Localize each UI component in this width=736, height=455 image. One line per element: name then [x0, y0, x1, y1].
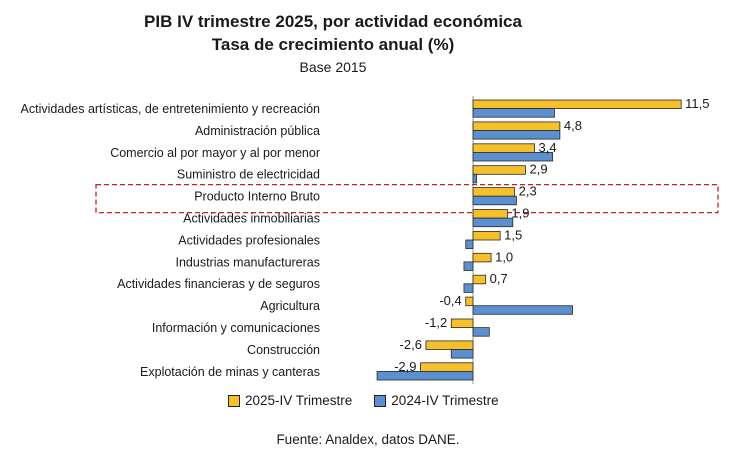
category-label: Agricultura — [260, 299, 320, 313]
category-label: Industrias manufactureras — [175, 255, 320, 269]
bar-2024 — [472, 108, 555, 118]
bar-2024 — [472, 151, 554, 162]
data-label-2025: 1,5 — [504, 227, 522, 242]
data-label-2025: -0,4 — [439, 293, 461, 308]
bar-2024 — [463, 283, 474, 293]
bar-2025 — [472, 187, 516, 197]
legend-swatch-2025 — [228, 394, 240, 407]
data-label-2025: 1,0 — [495, 249, 513, 264]
category-label: Construcción — [247, 343, 320, 357]
data-label-2025: 4,8 — [564, 118, 582, 133]
bar-2025 — [472, 121, 561, 131]
bar-2025 — [420, 362, 474, 372]
category-label: Suministro de electricidad — [177, 168, 320, 182]
legend-label-2025: 2025-IV Trimestre — [245, 393, 353, 408]
bar-2025 — [472, 99, 682, 110]
category-label: Explotación de minas y canteras — [140, 365, 320, 379]
bar-2025 — [472, 143, 535, 153]
data-label-2025: -1,2 — [425, 315, 447, 330]
data-label-2025: 1,9 — [511, 206, 529, 221]
data-label-2025: -2,6 — [400, 337, 422, 352]
data-label-2025: 11,5 — [685, 96, 709, 111]
bar-2025 — [472, 274, 487, 285]
category-label: Producto Interno Bruto — [194, 190, 320, 204]
bar-2025 — [472, 230, 501, 241]
bar-2025 — [472, 209, 508, 219]
legend-item-2024: 2024-IV Trimestre — [374, 393, 499, 408]
bar-2024 — [463, 261, 474, 271]
bar-2024 — [465, 239, 474, 250]
data-label-2025: 0,7 — [490, 271, 508, 286]
bar-2024 — [472, 305, 573, 315]
data-label-2025: 3,4 — [539, 140, 557, 155]
bar-2025 — [450, 318, 474, 329]
category-label: Actividades profesionales — [178, 233, 320, 247]
bar-2025 — [425, 340, 474, 350]
category-label: Actividades financieras y de seguros — [117, 277, 320, 291]
title-block: PIB IV trimestre 2025, por actividad eco… — [0, 10, 666, 77]
legend: 2025-IV Trimestre 2024-IV Trimestre — [228, 393, 521, 408]
legend-label-2024: 2024-IV Trimestre — [391, 393, 499, 408]
chart-base: Base 2015 — [299, 59, 367, 75]
bar-2024 — [472, 217, 514, 228]
bar-2024 — [472, 173, 478, 184]
legend-item-2025: 2025-IV Trimestre — [228, 393, 352, 408]
bar-2025 — [465, 296, 474, 307]
bar-2024 — [376, 370, 474, 381]
bar-2024 — [450, 349, 474, 359]
highlight-box-pib — [95, 183, 719, 214]
bar-2024 — [472, 195, 517, 206]
bar-2024 — [472, 130, 561, 140]
category-label: Comercio al por mayor y al por menor — [110, 146, 320, 160]
data-label-2025: 2,3 — [519, 184, 537, 199]
bar-2025 — [472, 252, 492, 263]
category-label: Actividades inmobiliarias — [183, 212, 320, 226]
source-note: Fuente: Analdex, datos DANE. — [276, 432, 460, 447]
bar-2025 — [472, 165, 526, 175]
bar-2024 — [472, 327, 490, 337]
data-label-2025: 2,9 — [529, 162, 547, 177]
chart-title: PIB IV trimestre 2025, por actividad eco… — [144, 12, 522, 31]
category-label: Administración pública — [195, 124, 320, 138]
chart-subtitle: Tasa de crecimiento anual (%) — [211, 35, 455, 54]
legend-swatch-2024 — [374, 394, 387, 407]
category-label: Información y comunicaciones — [152, 321, 320, 335]
data-label-2025: -2,9 — [394, 359, 416, 374]
category-label: Actividades artísticas, de entretenimien… — [21, 102, 320, 116]
